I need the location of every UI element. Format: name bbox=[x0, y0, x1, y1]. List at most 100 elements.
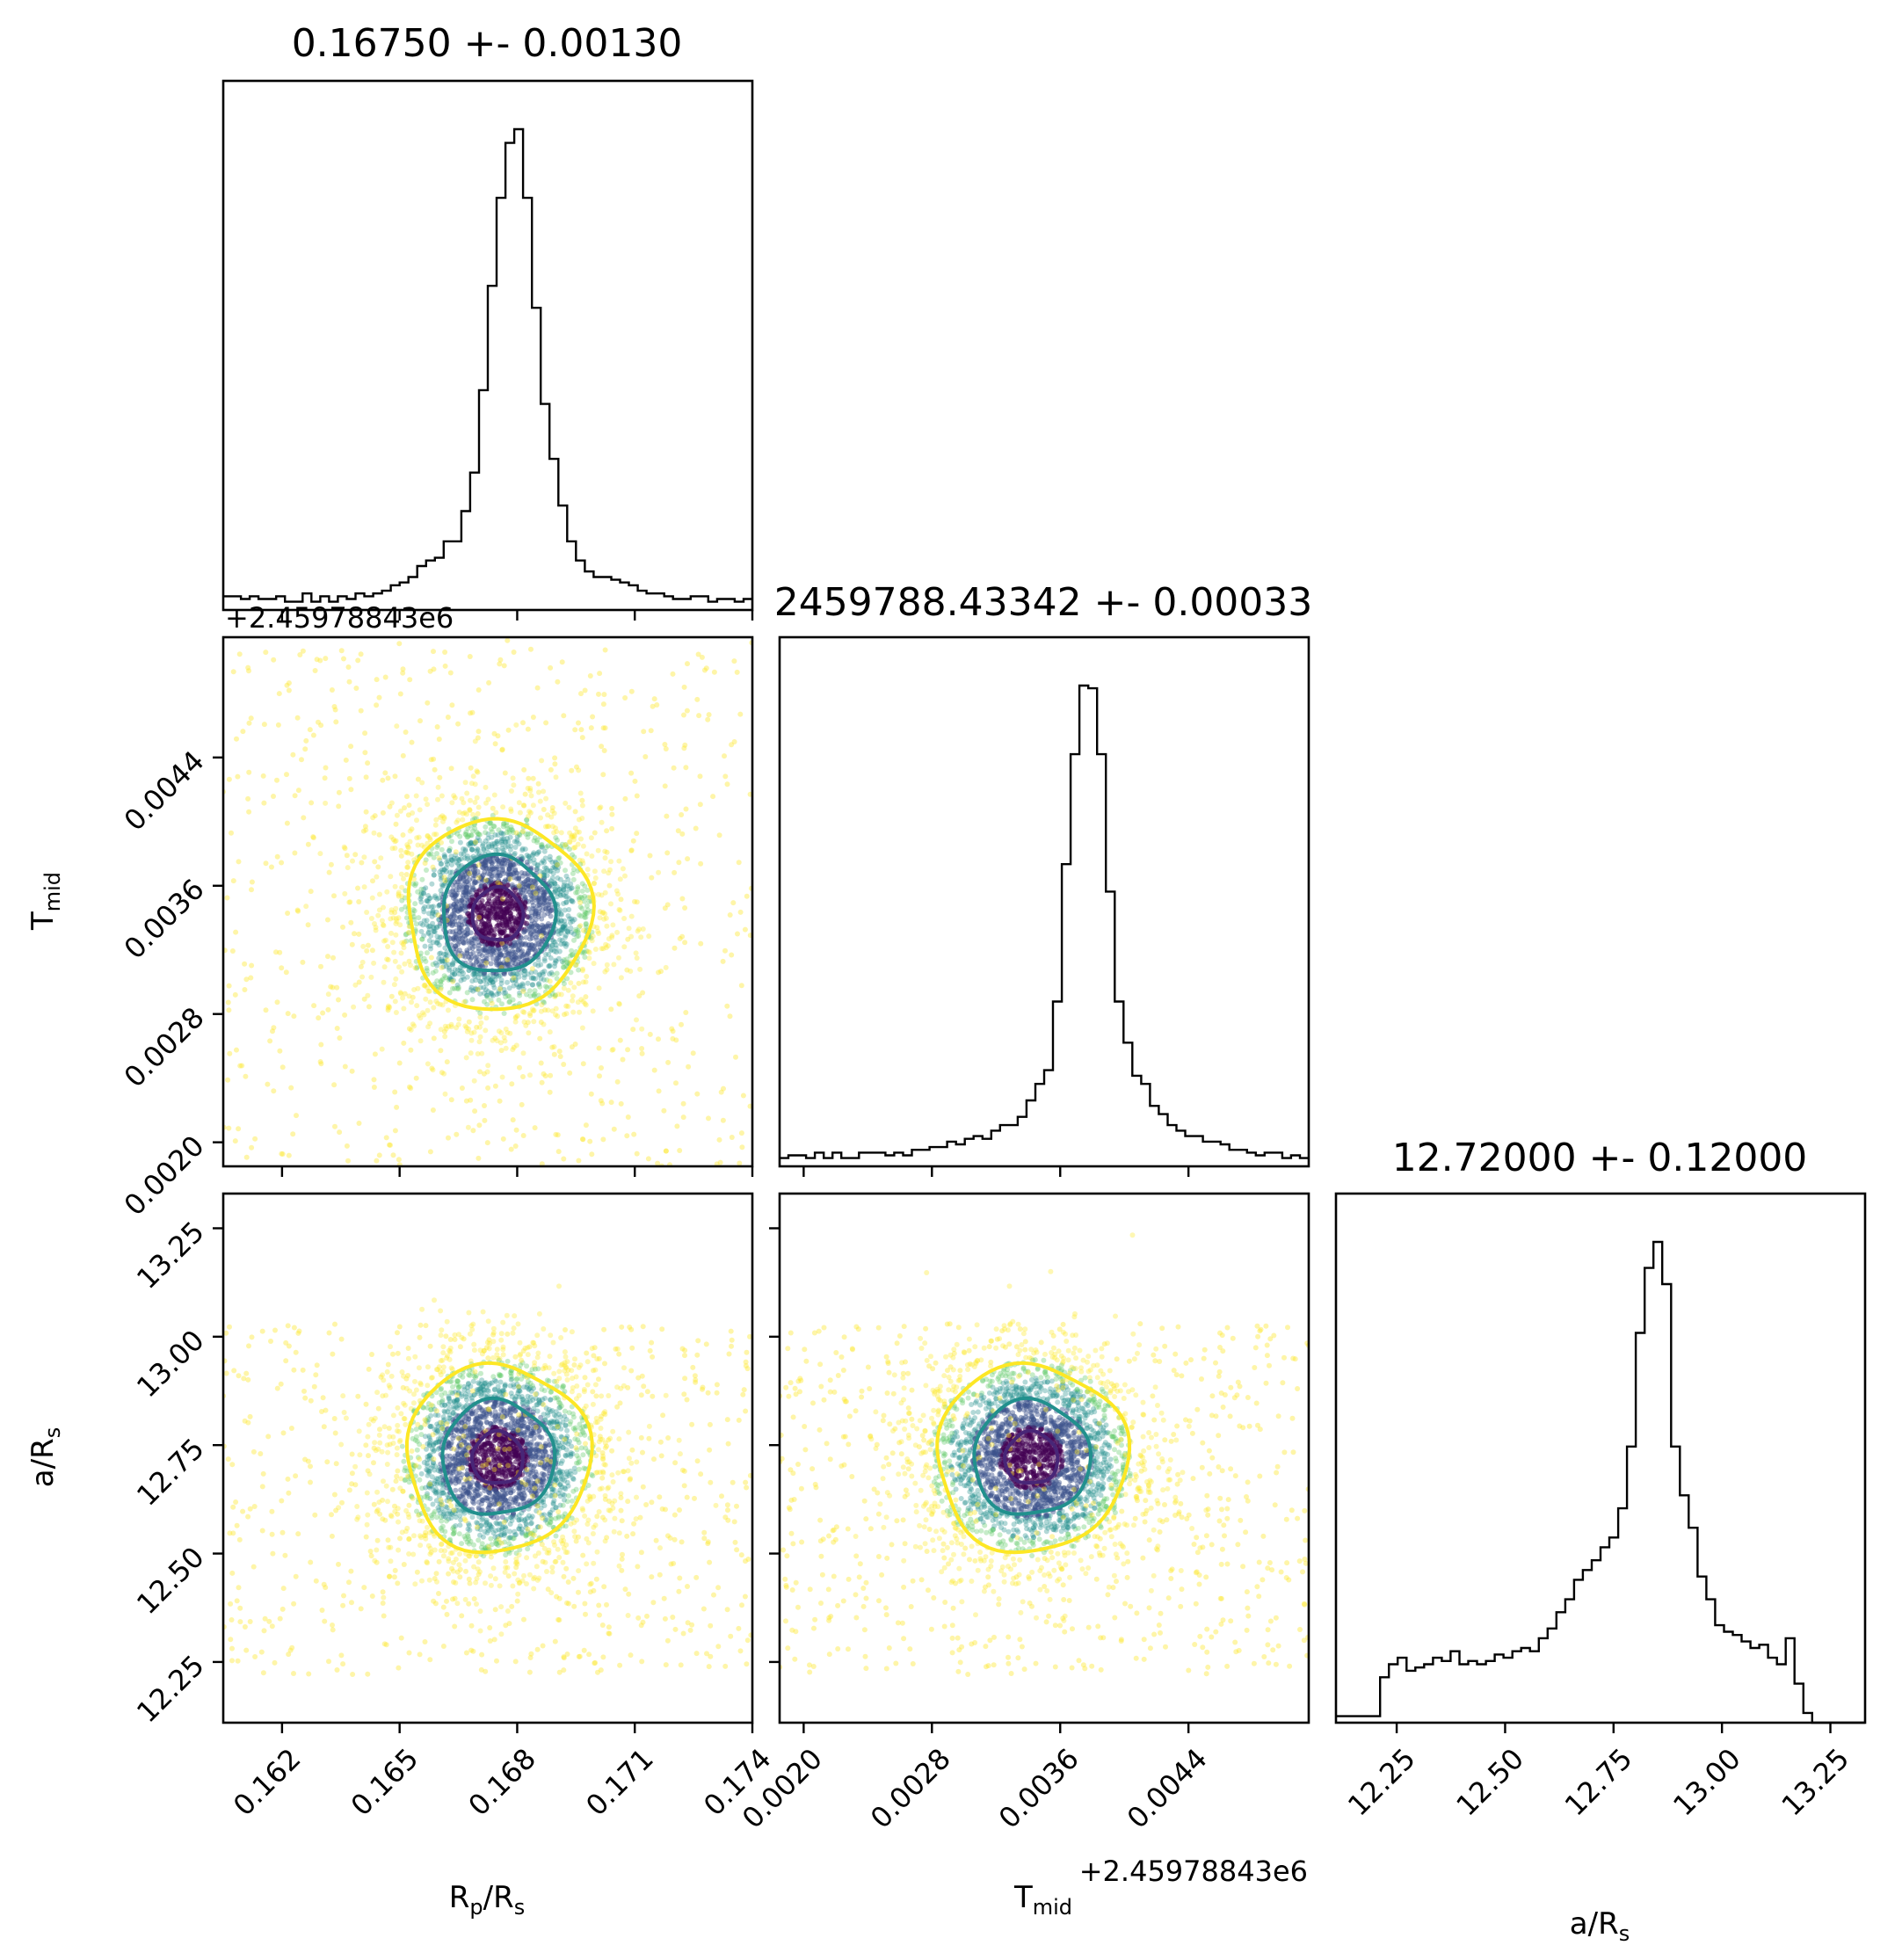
scatter-point bbox=[511, 970, 517, 976]
scatter-point-outer bbox=[527, 1013, 534, 1019]
scatter-point bbox=[442, 959, 448, 965]
scatter-point bbox=[388, 910, 395, 916]
scatter-point bbox=[494, 856, 500, 862]
scatter-point bbox=[416, 915, 422, 921]
scatter-point bbox=[501, 857, 507, 863]
scatter-point bbox=[462, 954, 468, 960]
scatter-point bbox=[499, 1001, 505, 1007]
scatter-point bbox=[524, 853, 530, 858]
scatter-point bbox=[514, 838, 519, 845]
scatter-point bbox=[518, 934, 524, 940]
scatter-point bbox=[480, 841, 486, 847]
scatter-point bbox=[430, 1067, 436, 1073]
scatter-point bbox=[410, 1021, 416, 1027]
scatter-point bbox=[541, 897, 548, 903]
scatter-point-outer bbox=[337, 1129, 343, 1136]
scatter-point bbox=[598, 804, 604, 810]
scatter-point bbox=[434, 896, 440, 902]
scatter-point bbox=[559, 938, 565, 944]
scatter-point-outer bbox=[355, 657, 361, 664]
scatter-point bbox=[561, 981, 567, 987]
scatter-point-outer bbox=[269, 864, 274, 870]
scatter-point bbox=[490, 824, 497, 829]
scatter-point bbox=[525, 876, 531, 882]
scatter-point bbox=[471, 1078, 477, 1084]
scatter-point-outer bbox=[530, 715, 536, 720]
scatter-point bbox=[545, 867, 551, 874]
scatter-point bbox=[506, 867, 512, 872]
scatter-point bbox=[605, 943, 611, 949]
scatter-point bbox=[557, 876, 563, 882]
scatter-point bbox=[451, 946, 457, 952]
scatter-point bbox=[576, 829, 582, 835]
scatter-point bbox=[476, 878, 483, 884]
scatter-point bbox=[453, 933, 459, 940]
scatter-point bbox=[541, 912, 547, 918]
scatter-point bbox=[521, 893, 526, 899]
scatter-point-outer bbox=[597, 909, 603, 915]
scatter-point bbox=[541, 998, 546, 1005]
scatter-point bbox=[451, 902, 457, 908]
scatter-point-outer bbox=[342, 1012, 348, 1018]
scatter-point bbox=[553, 1012, 558, 1018]
scatter-point bbox=[454, 831, 461, 837]
scatter-point bbox=[491, 984, 497, 991]
scatter-point bbox=[447, 920, 454, 926]
scatter-point-outer bbox=[300, 959, 306, 965]
scatter-point bbox=[505, 862, 511, 868]
scatter-point bbox=[393, 1010, 399, 1015]
scatter-point bbox=[503, 838, 509, 845]
scatter-point bbox=[467, 1331, 473, 1337]
scatter-point-outer bbox=[520, 802, 526, 809]
scatter-point bbox=[398, 847, 404, 853]
scatter-point bbox=[547, 962, 553, 969]
scatter-point-outer bbox=[430, 1107, 436, 1113]
scatter-point bbox=[510, 870, 516, 875]
scatter-point bbox=[469, 887, 476, 893]
scatter-point bbox=[516, 883, 522, 889]
scatter-point-outer bbox=[410, 994, 416, 1000]
scatter-point-outer bbox=[561, 1062, 567, 1067]
scatter-point bbox=[539, 938, 545, 943]
scatter-point bbox=[456, 1016, 462, 1022]
scatter-point bbox=[441, 867, 447, 873]
scatter-point bbox=[388, 1373, 395, 1379]
scatter-point-outer bbox=[441, 875, 447, 880]
scatter-point bbox=[501, 986, 507, 992]
scatter-point bbox=[456, 809, 462, 816]
scatter-point bbox=[448, 1378, 454, 1384]
scatter-point bbox=[447, 914, 454, 920]
scatter-point bbox=[512, 1019, 519, 1025]
scatter-point-outer bbox=[572, 845, 578, 851]
scatter-point bbox=[584, 1561, 590, 1567]
scatter-point bbox=[604, 967, 610, 973]
scatter-point-outer bbox=[390, 1152, 396, 1158]
scatter-point bbox=[558, 918, 564, 924]
scatter-point-outer bbox=[336, 789, 342, 795]
scatter-point bbox=[370, 815, 376, 821]
scatter-point bbox=[520, 986, 526, 992]
scatter-point bbox=[385, 1499, 390, 1505]
scatter-point-outer bbox=[333, 719, 339, 725]
scatter-point bbox=[566, 804, 572, 810]
scatter-point-outer bbox=[385, 775, 391, 781]
scatter-point bbox=[549, 1569, 555, 1575]
scatter-point bbox=[414, 835, 420, 841]
scatter-point-outer bbox=[578, 691, 584, 697]
scatter-point-outer bbox=[722, 753, 727, 759]
scatter-point bbox=[558, 911, 564, 917]
scatter-point bbox=[562, 907, 568, 913]
scatter-point bbox=[572, 962, 578, 969]
scatter-point bbox=[526, 855, 533, 861]
scatter-point bbox=[532, 1343, 538, 1349]
scatter-point bbox=[576, 817, 582, 823]
scatter-point bbox=[437, 1001, 443, 1007]
scatter-point-outer bbox=[650, 703, 656, 709]
scatter-point bbox=[430, 911, 436, 917]
scatter-point bbox=[528, 931, 534, 937]
scatter-point bbox=[457, 882, 463, 889]
scatter-point bbox=[454, 908, 461, 914]
scatter-point bbox=[450, 960, 456, 966]
scatter-point bbox=[527, 936, 534, 942]
scatter-point bbox=[618, 1385, 624, 1391]
